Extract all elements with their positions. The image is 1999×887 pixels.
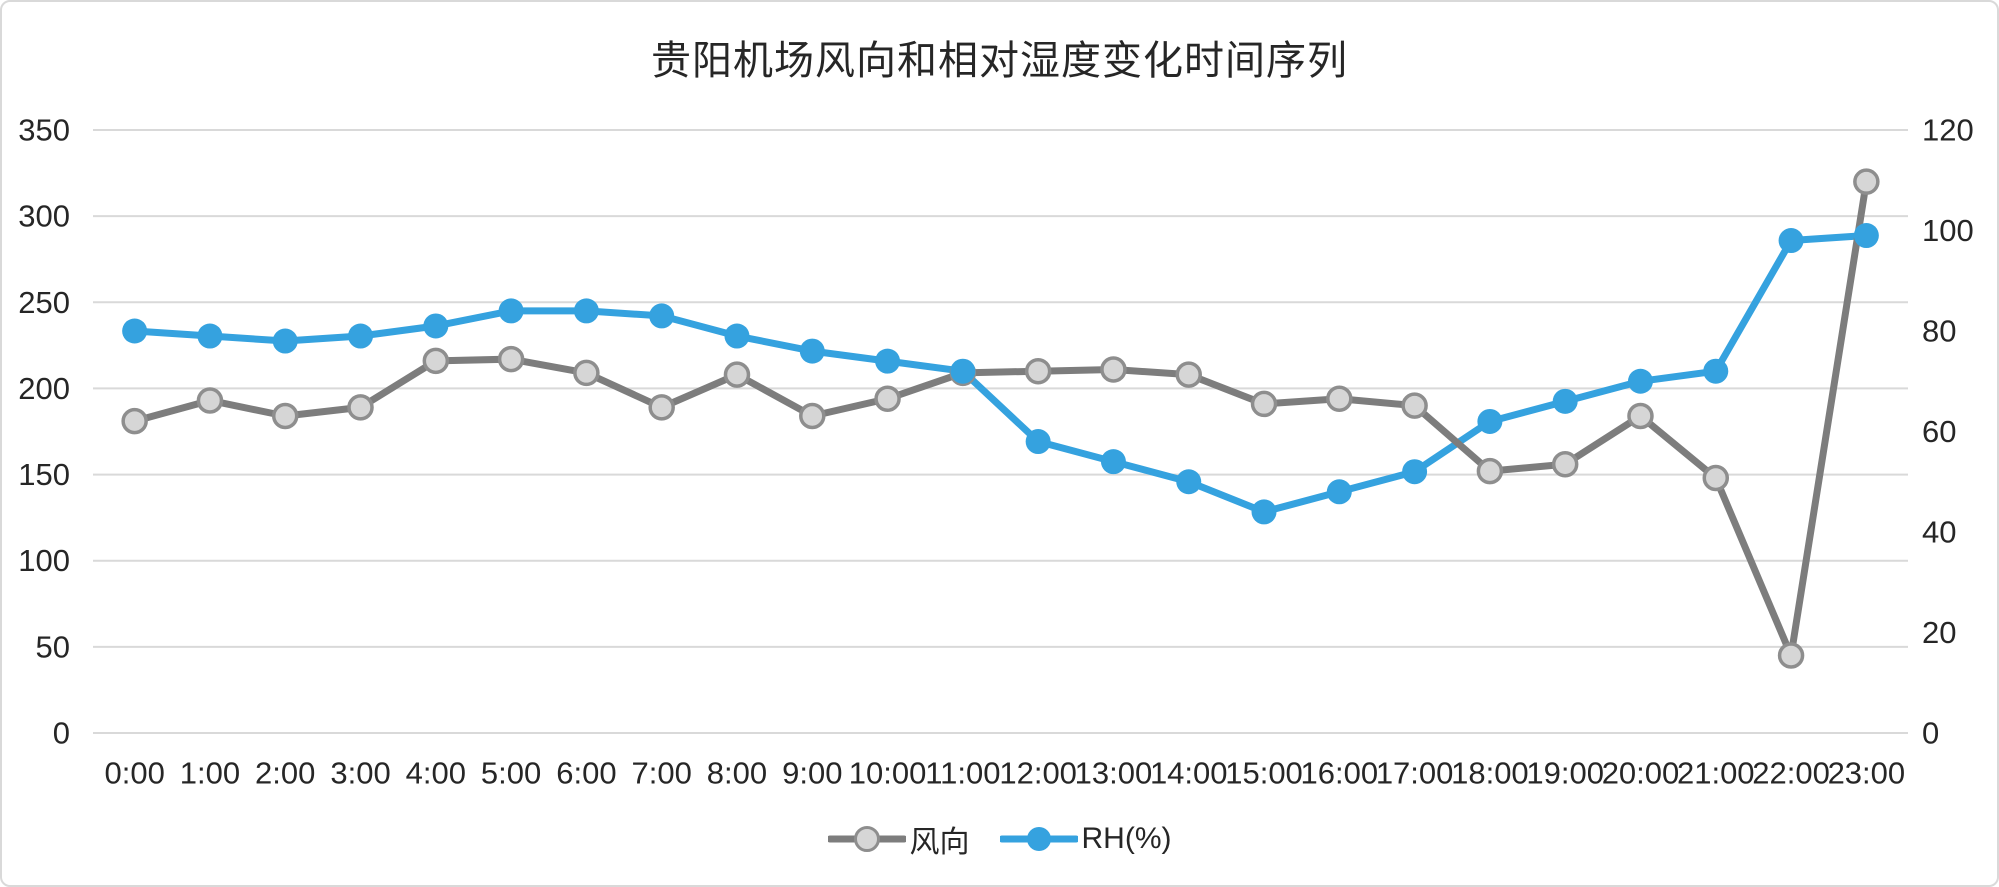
y-axis-label-left: 200	[18, 371, 70, 406]
wind-data-point	[1250, 390, 1278, 418]
wind-data-point	[1100, 356, 1127, 383]
x-axis-label: 1:00	[180, 756, 240, 791]
rh-data-point	[1176, 469, 1202, 495]
wind-data-point	[1627, 402, 1654, 430]
rh-data-point	[348, 323, 374, 349]
rh-data-point	[197, 323, 223, 349]
rh-data-point	[1477, 408, 1503, 434]
x-axis-label: 5:00	[481, 756, 541, 791]
y-axis-label-right: 0	[1922, 716, 1939, 751]
x-axis-label: 19:00	[1526, 756, 1604, 791]
rh-data-point	[1402, 459, 1428, 485]
x-axis-label: 18:00	[1451, 756, 1529, 791]
chart-title: 贵阳机场风向和相对湿度变化时间序列	[651, 39, 1348, 83]
wind-data-point	[1401, 392, 1428, 419]
x-axis-label: 9:00	[782, 756, 842, 791]
rh-data-point	[649, 303, 675, 329]
x-axis-label: 13:00	[1075, 756, 1153, 791]
rh-data-point	[1627, 368, 1653, 394]
rh-data-point	[1703, 358, 1729, 384]
wind-data-point	[1853, 168, 1880, 195]
y-axis-label-right: 20	[1922, 615, 1956, 650]
x-axis-label: 23:00	[1828, 756, 1906, 791]
legend-label-wind: 风向	[909, 826, 970, 859]
x-axis-label: 21:00	[1677, 756, 1755, 791]
y-axis-label-left: 300	[18, 199, 70, 234]
x-axis-label: 14:00	[1150, 756, 1228, 791]
x-axis-label: 12:00	[999, 756, 1077, 791]
wind-data-point	[874, 385, 901, 413]
wind-data-point	[799, 402, 826, 430]
wind-data-point	[648, 394, 675, 421]
x-axis-label: 16:00	[1301, 756, 1379, 791]
wind-data-point	[1551, 450, 1579, 478]
rh-data-point	[724, 323, 750, 349]
x-axis-label: 2:00	[255, 756, 315, 791]
y-axis-label-right: 100	[1922, 213, 1974, 248]
rh-data-point	[1251, 499, 1277, 525]
wind-data-point	[196, 387, 224, 414]
rh-data-point	[1100, 449, 1126, 475]
rh-series-line	[131, 232, 1870, 516]
wind-series-line	[131, 178, 1870, 659]
rh-series-swatch-icon	[999, 827, 1078, 851]
y-axis-label-right: 40	[1922, 515, 1956, 550]
x-axis-label: 7:00	[632, 756, 692, 791]
y-axis-label-right: 80	[1922, 314, 1956, 349]
rh-data-point	[272, 328, 298, 354]
rh-data-point	[875, 348, 901, 374]
wind-data-point	[497, 345, 525, 373]
y-axis-label-left: 0	[53, 716, 70, 751]
rh-data-point	[423, 313, 449, 339]
wind-data-point	[1777, 642, 1805, 669]
wind-series-swatch-icon	[827, 826, 906, 852]
rh-data-point	[1326, 479, 1352, 505]
wind-data-point	[347, 394, 374, 421]
legend-item-rh: RH(%)	[999, 822, 1172, 856]
rh-data-point	[1853, 223, 1879, 249]
rh-data-point	[799, 338, 825, 364]
wind-data-point	[121, 407, 148, 435]
wind-data-point	[271, 402, 299, 430]
x-axis-label: 15:00	[1225, 756, 1303, 791]
x-axis-label: 20:00	[1602, 756, 1680, 791]
wind-data-point	[1476, 457, 1504, 485]
x-axis-label: 10:00	[849, 756, 927, 791]
x-axis-label: 0:00	[104, 756, 164, 791]
wind-data-point	[1024, 357, 1052, 385]
y-axis-label-left: 100	[18, 543, 70, 578]
x-axis-label: 17:00	[1376, 756, 1454, 791]
wind-data-point	[422, 347, 450, 375]
wind-data-point	[1326, 385, 1353, 413]
y-axis-label-right: 120	[1922, 113, 1974, 148]
wind-data-point	[573, 359, 600, 387]
y-axis-label-right: 60	[1922, 414, 1956, 449]
rh-data-point	[950, 358, 976, 384]
legend: 风向 RH(%)	[2, 817, 1997, 861]
x-axis-label: 11:00	[925, 756, 1000, 791]
y-axis-label-left: 150	[18, 457, 70, 492]
rh-data-point	[573, 298, 599, 324]
rh-data-point	[498, 298, 524, 324]
wind-data-point	[1702, 464, 1730, 492]
x-axis-label: 22:00	[1752, 756, 1830, 791]
rh-data-point	[122, 318, 148, 344]
rh-data-point	[1025, 429, 1051, 455]
x-axis-label: 4:00	[406, 756, 466, 791]
y-axis-label-left: 350	[18, 113, 70, 148]
y-axis-label-left: 250	[18, 285, 70, 320]
wind-data-point	[1175, 361, 1202, 388]
legend-label-rh: RH(%)	[1081, 822, 1172, 855]
x-axis-label: 8:00	[707, 756, 767, 791]
legend-item-wind: 风向	[827, 817, 970, 861]
wind-data-point	[723, 361, 751, 388]
rh-data-point	[1552, 388, 1578, 414]
x-axis-label: 3:00	[330, 756, 390, 791]
x-axis-label: 6:00	[556, 756, 616, 791]
y-axis-label-left: 50	[36, 629, 70, 664]
rh-data-point	[1778, 228, 1804, 254]
